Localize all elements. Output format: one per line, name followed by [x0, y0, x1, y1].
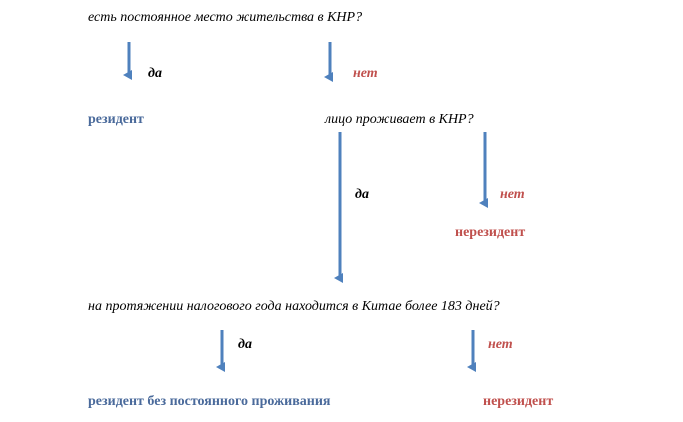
q1-yes-label: да	[148, 66, 162, 81]
question-3: на протяжении налогового года находится …	[88, 299, 500, 314]
q2-result-nonresident: нерезидент	[455, 225, 526, 240]
q3-result-nonresident: нерезидент	[483, 394, 554, 409]
question-2: лицо проживает в КНР?	[325, 112, 474, 127]
q3-result-resident-nonpermanent: резидент без постоянного проживания	[88, 394, 331, 409]
q3-yes-label: да	[238, 337, 252, 352]
q1-no-label: нет	[353, 66, 378, 81]
q2-no-label: нет	[500, 187, 525, 202]
q1-result-resident: резидент	[88, 112, 144, 127]
q3-no-label: нет	[488, 337, 513, 352]
question-1: есть постоянное место жительства в КНР?	[88, 10, 363, 25]
q2-yes-label: да	[355, 187, 369, 202]
